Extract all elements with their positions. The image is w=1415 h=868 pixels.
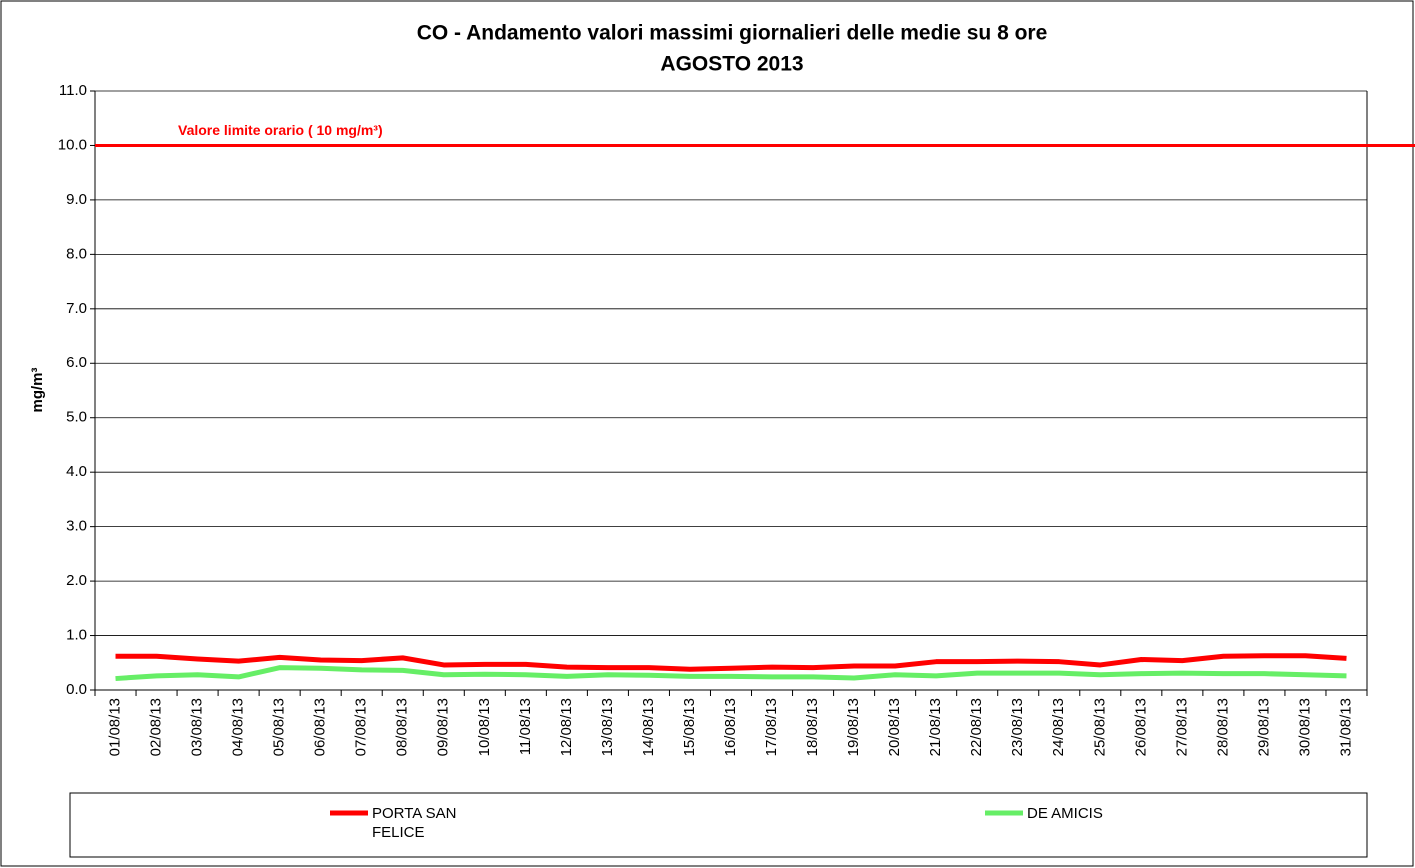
x-tick-label: 26/08/13: [1132, 698, 1149, 756]
x-tick-label: 28/08/13: [1214, 698, 1231, 756]
y-tick-label: 11.0: [59, 82, 87, 99]
x-tick-label: 23/08/13: [1009, 698, 1026, 756]
x-tick-label: 09/08/13: [435, 698, 452, 756]
y-tick-label: 8.0: [66, 245, 87, 262]
x-tick-label: 30/08/13: [1296, 698, 1313, 756]
x-tick-label: 25/08/13: [1091, 698, 1108, 756]
series-line: [115, 653, 1347, 672]
x-tick-label: 04/08/13: [230, 698, 247, 756]
y-tick-label: 1.0: [66, 627, 87, 644]
y-tick-label: 9.0: [66, 191, 87, 208]
x-tick-label: 08/08/13: [394, 698, 411, 756]
x-tick-label: 19/08/13: [845, 698, 862, 756]
chart-title: CO - Andamento valori massimi giornalier…: [417, 22, 1048, 45]
x-tick-label: 31/08/13: [1337, 698, 1354, 756]
x-tick-label: 10/08/13: [476, 698, 493, 756]
y-tick-label: 0.0: [66, 681, 87, 698]
limit-label: Valore limite orario ( 10 mg/m³): [178, 122, 383, 138]
x-tick-label: 02/08/13: [148, 698, 165, 756]
x-tick-label: 14/08/13: [640, 698, 657, 756]
x-tick-label: 01/08/13: [106, 698, 123, 756]
x-tick-label: 24/08/13: [1050, 698, 1067, 756]
x-tick-label: 18/08/13: [804, 698, 821, 756]
x-tick-label: 11/08/13: [517, 698, 534, 755]
chart-subtitle: AGOSTO 2013: [660, 53, 803, 76]
y-axis-label: mg/m³: [29, 367, 46, 412]
legend-box: [69, 792, 1368, 858]
y-tick-label: 3.0: [66, 518, 87, 535]
x-tick-label: 13/08/13: [599, 698, 616, 756]
y-tick-label: 10.0: [58, 136, 87, 153]
legend-label: DE AMICIS: [1027, 805, 1103, 822]
y-tick-label: 6.0: [66, 354, 87, 371]
x-tick-label: 03/08/13: [189, 698, 206, 756]
x-tick-label: 17/08/13: [763, 698, 780, 756]
y-tick-label: 5.0: [66, 409, 87, 426]
x-tick-label: 27/08/13: [1173, 698, 1190, 756]
x-tick-label: 22/08/13: [968, 698, 985, 756]
x-tick-label: 06/08/13: [312, 698, 329, 756]
x-tick-label: 05/08/13: [271, 698, 288, 756]
x-tick-label: 16/08/13: [722, 698, 739, 756]
legend-label: PORTA SAN FELICE: [372, 805, 457, 841]
x-tick-label: 12/08/13: [558, 698, 575, 756]
x-tick-label: 15/08/13: [681, 698, 698, 756]
y-tick-label: 4.0: [66, 463, 87, 480]
y-tick-label: 2.0: [66, 572, 87, 589]
series-line: [115, 665, 1347, 682]
x-tick-label: 07/08/13: [353, 698, 370, 756]
y-tick-label: 7.0: [66, 300, 87, 317]
x-tick-label: 29/08/13: [1255, 698, 1272, 756]
x-tick-label: 20/08/13: [886, 698, 903, 756]
x-tick-label: 21/08/13: [927, 698, 944, 756]
